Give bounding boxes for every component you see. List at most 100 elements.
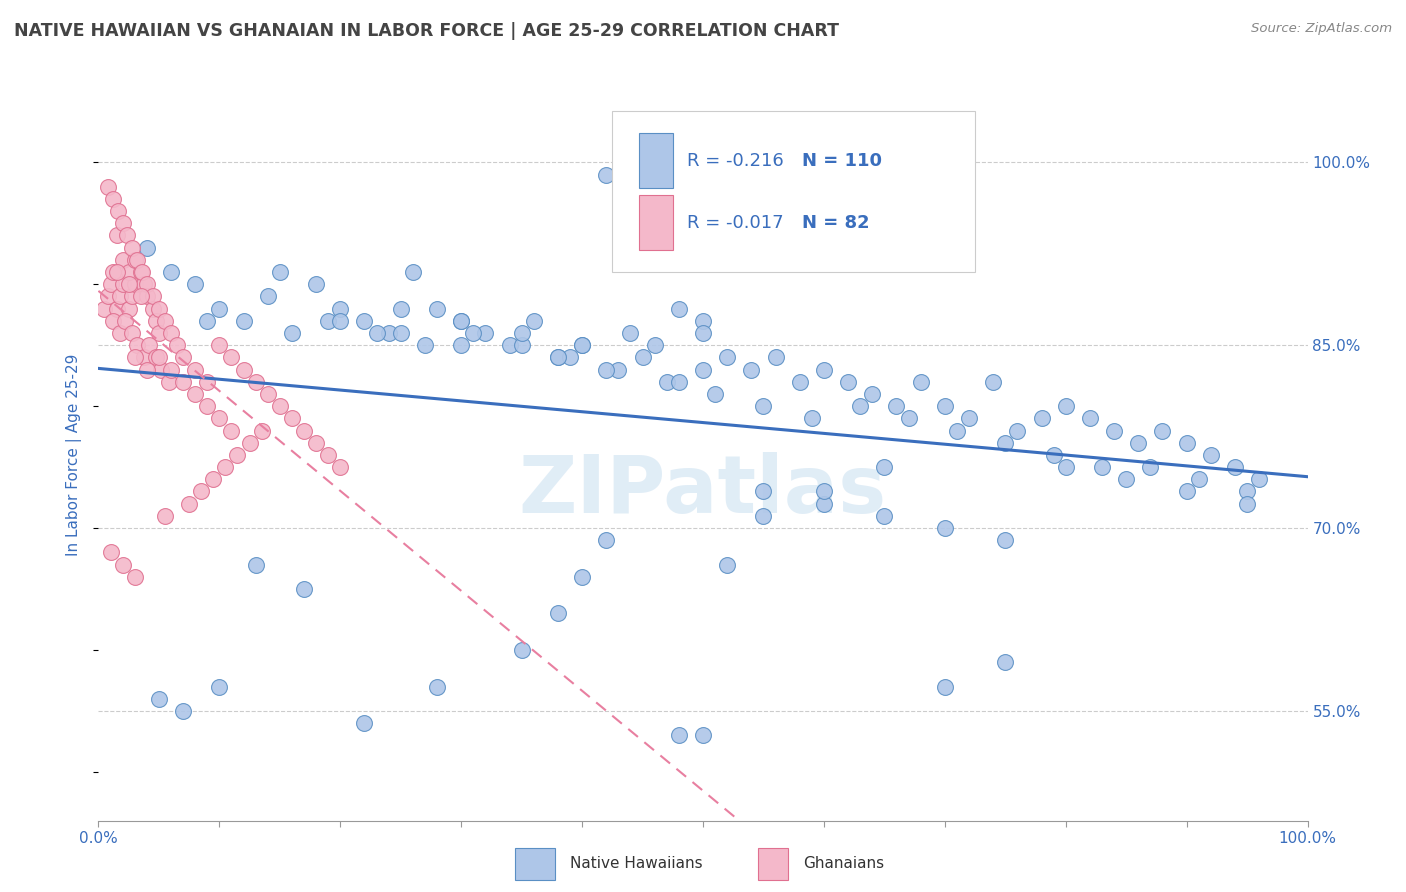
Text: Ghanaians: Ghanaians xyxy=(803,855,884,871)
Point xyxy=(1199,448,1222,462)
Point xyxy=(595,362,617,376)
Point xyxy=(101,265,124,279)
Point xyxy=(281,411,304,425)
Point xyxy=(184,277,207,292)
Point xyxy=(1054,399,1077,413)
Point xyxy=(571,570,593,584)
Point xyxy=(160,265,183,279)
Point xyxy=(607,362,630,376)
Point xyxy=(389,301,412,316)
Point xyxy=(305,277,328,292)
Point xyxy=(463,326,485,340)
Point xyxy=(1078,411,1101,425)
Point xyxy=(1249,472,1271,486)
Point xyxy=(195,375,218,389)
Point xyxy=(860,387,883,401)
Point xyxy=(655,375,678,389)
Point xyxy=(121,241,143,255)
Point xyxy=(292,582,315,596)
Point xyxy=(135,362,157,376)
Point xyxy=(124,570,146,584)
Point xyxy=(1115,472,1137,486)
Point xyxy=(547,607,569,621)
Point xyxy=(426,680,449,694)
Point xyxy=(619,326,641,340)
Point xyxy=(402,265,425,279)
Point xyxy=(129,289,152,303)
Point xyxy=(145,351,167,365)
Point xyxy=(571,338,593,352)
Point xyxy=(148,326,170,340)
FancyBboxPatch shape xyxy=(758,848,787,880)
Point xyxy=(450,314,472,328)
Point xyxy=(329,314,352,328)
Point xyxy=(208,680,231,694)
Point xyxy=(172,704,194,718)
Point xyxy=(124,351,146,365)
Point xyxy=(221,424,243,438)
Point xyxy=(153,508,176,523)
Point xyxy=(994,655,1017,669)
Point xyxy=(1223,460,1246,475)
Point xyxy=(1188,472,1211,486)
Point xyxy=(195,314,218,328)
Point xyxy=(105,301,128,316)
Point xyxy=(668,301,690,316)
Point xyxy=(160,326,183,340)
Point xyxy=(118,265,141,279)
Text: Native Hawaiians: Native Hawaiians xyxy=(571,855,703,871)
Point xyxy=(957,411,980,425)
Point xyxy=(148,691,170,706)
Point xyxy=(765,351,787,365)
Point xyxy=(166,338,188,352)
Point xyxy=(105,228,128,243)
Point xyxy=(124,252,146,267)
Point xyxy=(813,362,835,376)
Point xyxy=(108,289,131,303)
Point xyxy=(135,241,157,255)
Point xyxy=(934,680,956,694)
Point xyxy=(256,289,278,303)
Point xyxy=(134,277,156,292)
Point xyxy=(558,351,581,365)
Point xyxy=(547,351,569,365)
Point xyxy=(142,301,165,316)
Point xyxy=(239,435,262,450)
Point xyxy=(994,533,1017,548)
Point xyxy=(184,387,207,401)
Point xyxy=(127,338,149,352)
Point xyxy=(221,351,243,365)
Text: R = -0.216: R = -0.216 xyxy=(688,152,785,169)
Point xyxy=(117,228,139,243)
Point xyxy=(1236,484,1258,499)
Point xyxy=(105,265,128,279)
Point xyxy=(510,326,533,340)
Point xyxy=(93,301,115,316)
Point xyxy=(1102,424,1125,438)
Point xyxy=(202,472,225,486)
Point xyxy=(135,289,157,303)
Point xyxy=(1139,460,1161,475)
Point xyxy=(100,277,122,292)
Point xyxy=(934,399,956,413)
Point xyxy=(547,351,569,365)
Point xyxy=(1031,411,1053,425)
Y-axis label: In Labor Force | Age 25-29: In Labor Force | Age 25-29 xyxy=(66,354,83,556)
Point xyxy=(789,375,811,389)
Point xyxy=(316,448,339,462)
Point xyxy=(329,301,352,316)
Point xyxy=(934,521,956,535)
Point xyxy=(121,326,143,340)
Point xyxy=(138,338,160,352)
Point xyxy=(269,265,291,279)
Point xyxy=(214,460,236,475)
Point xyxy=(111,558,134,572)
Point xyxy=(510,643,533,657)
Point xyxy=(897,411,920,425)
Point xyxy=(813,497,835,511)
Point xyxy=(316,314,339,328)
Point xyxy=(121,289,143,303)
Point xyxy=(256,387,278,401)
FancyBboxPatch shape xyxy=(638,133,673,188)
Point xyxy=(245,375,267,389)
